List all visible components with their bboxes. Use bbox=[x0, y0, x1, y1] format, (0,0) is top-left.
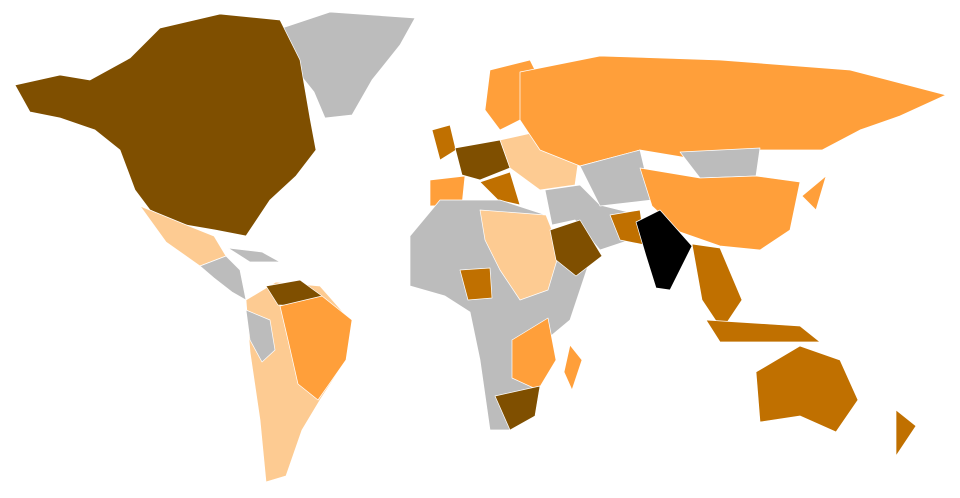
region bbox=[549, 219, 603, 277]
region bbox=[431, 124, 457, 161]
region bbox=[705, 319, 821, 343]
region bbox=[14, 13, 317, 237]
region bbox=[563, 344, 583, 391]
region bbox=[635, 209, 693, 291]
region bbox=[511, 317, 557, 391]
region bbox=[519, 55, 947, 167]
region bbox=[459, 267, 493, 301]
region bbox=[279, 295, 353, 401]
region bbox=[755, 345, 859, 433]
region bbox=[691, 243, 743, 331]
region bbox=[895, 409, 917, 457]
region bbox=[801, 155, 833, 211]
region bbox=[494, 385, 541, 431]
region bbox=[454, 139, 511, 181]
region bbox=[479, 209, 561, 301]
region bbox=[227, 247, 281, 263]
region bbox=[479, 171, 521, 206]
region bbox=[679, 147, 761, 179]
region bbox=[245, 309, 276, 363]
